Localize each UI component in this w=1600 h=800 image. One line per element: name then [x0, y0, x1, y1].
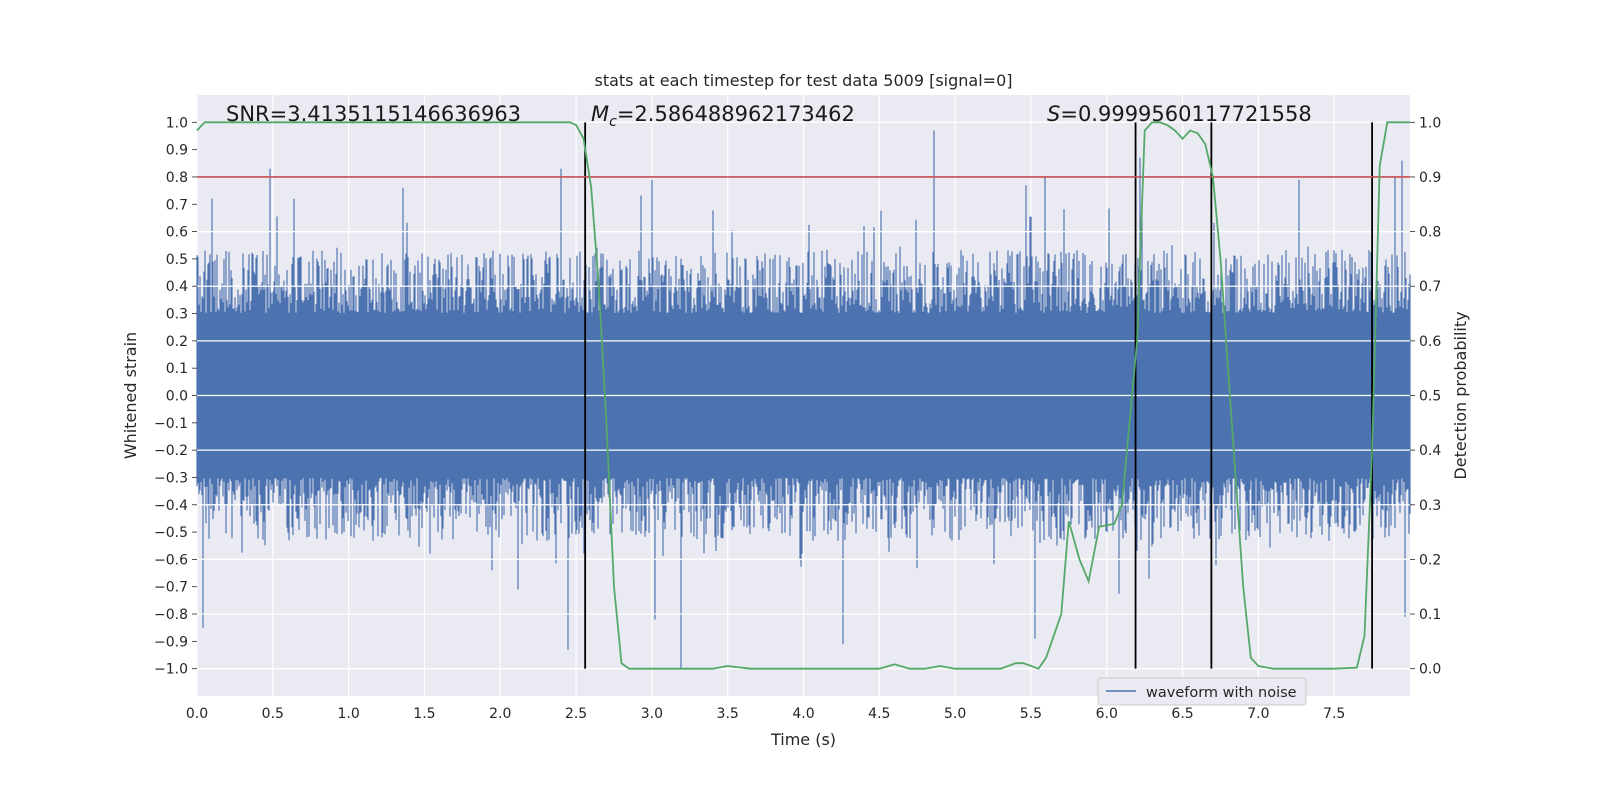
- x-axis-label: Time (s): [770, 730, 836, 749]
- x-tick-label: 6.5: [1171, 706, 1193, 722]
- boundary-lines: [584, 122, 1373, 669]
- y-right-tick-label: 0.5: [1419, 389, 1441, 405]
- y-tick-label: 0.3: [166, 307, 188, 323]
- x-tick-label: 4.5: [868, 706, 890, 722]
- y-tick-label: 0.5: [166, 252, 188, 268]
- x-tick-label: 5.0: [944, 706, 966, 722]
- y-right-tick-label: 0.2: [1419, 552, 1441, 568]
- x-tick-label: 7.5: [1323, 706, 1345, 722]
- x-tick-label: 0.5: [262, 706, 284, 722]
- x-tick-label: 4.0: [792, 706, 814, 722]
- s-symbol: S: [1047, 102, 1060, 126]
- x-tick-label: 3.5: [717, 706, 739, 722]
- s-annotation: S=0.9999560117721558: [1047, 102, 1312, 126]
- y-tick-label: −0.6: [154, 552, 188, 568]
- y-tick-label: −0.7: [154, 580, 188, 596]
- overlay-lines: [196, 121, 1410, 670]
- y-tick-label: 0.7: [166, 197, 188, 213]
- waveform-series: [196, 121, 1411, 670]
- y-tick-label: 0.1: [166, 361, 188, 377]
- y-right-tick-label: 0.3: [1419, 498, 1441, 514]
- chart-title: stats at each timestep for test data 500…: [594, 71, 1012, 90]
- y-right-tick-label: 0.8: [1419, 225, 1441, 241]
- y-right-tick-label: 0.7: [1419, 279, 1441, 295]
- y-tick-label: −0.9: [154, 634, 188, 650]
- mc-annotation: Mc=2.586488962173462: [591, 102, 855, 130]
- tick-labels: 0.0 0.5 1.0 1.5 2.0 2.5 3.0 3.5 4.0 4.5 5.0 5.5 6.0 6…: [154, 115, 1441, 722]
- y-tick-label: −0.1: [154, 416, 188, 432]
- y-right-tick-label: 0.9: [1419, 170, 1441, 186]
- y-right-tick-label: 1.0: [1419, 115, 1441, 131]
- x-tick-label: 0.0: [186, 706, 208, 722]
- y-tick-label: −0.4: [154, 498, 188, 514]
- y-right-tick-label: 0.1: [1419, 607, 1441, 623]
- y-tick-label: −0.8: [154, 607, 188, 623]
- y-axis-label: Whitened strain: [121, 332, 140, 459]
- x-tick-label: 6.0: [1096, 706, 1118, 722]
- x-tick-label: 7.0: [1247, 706, 1269, 722]
- y-tick-label: 1.0: [166, 115, 188, 131]
- y-tick-label: −0.3: [154, 470, 188, 486]
- y-right-tick-label: 0.4: [1419, 443, 1441, 459]
- legend-box: [1097, 677, 1307, 706]
- s-value: =0.9999560117721558: [1060, 102, 1311, 126]
- mc-value: =2.586488962173462: [617, 102, 855, 126]
- y-tick-label: −1.0: [154, 662, 188, 678]
- mc-subscript: c: [609, 114, 617, 130]
- legend: waveform with noise: [1097, 677, 1307, 706]
- y-tick-label: 0.8: [166, 170, 188, 186]
- x-tick-label: 2.0: [489, 706, 511, 722]
- snr-annotation: SNR=3.4135115146636963: [226, 102, 521, 126]
- x-tick-label: 1.5: [413, 706, 435, 722]
- x-tick-label: 5.5: [1020, 706, 1042, 722]
- x-tick-label: 1.0: [337, 706, 359, 722]
- y-right-tick-label: 0.0: [1419, 662, 1441, 678]
- y-right-axis-label: Detection probability: [1451, 311, 1470, 479]
- waveform-line: [196, 130, 1411, 669]
- x-tick-label: 2.5: [565, 706, 587, 722]
- mc-symbol: M: [591, 102, 609, 126]
- y-tick-label: 0.6: [166, 225, 188, 241]
- y-right-tick-label: 0.6: [1419, 334, 1441, 350]
- y-tick-label: 0.9: [166, 143, 188, 159]
- y-tick-label: −0.2: [154, 443, 188, 459]
- detection-probability-line: [196, 121, 1410, 670]
- legend-label: waveform with noise: [1146, 685, 1297, 701]
- y-tick-label: 0.2: [166, 334, 188, 350]
- y-tick-label: 0.4: [166, 279, 188, 295]
- x-tick-label: 3.0: [641, 706, 663, 722]
- y-tick-label: 0.0: [166, 389, 188, 405]
- y-tick-label: −0.5: [154, 525, 188, 541]
